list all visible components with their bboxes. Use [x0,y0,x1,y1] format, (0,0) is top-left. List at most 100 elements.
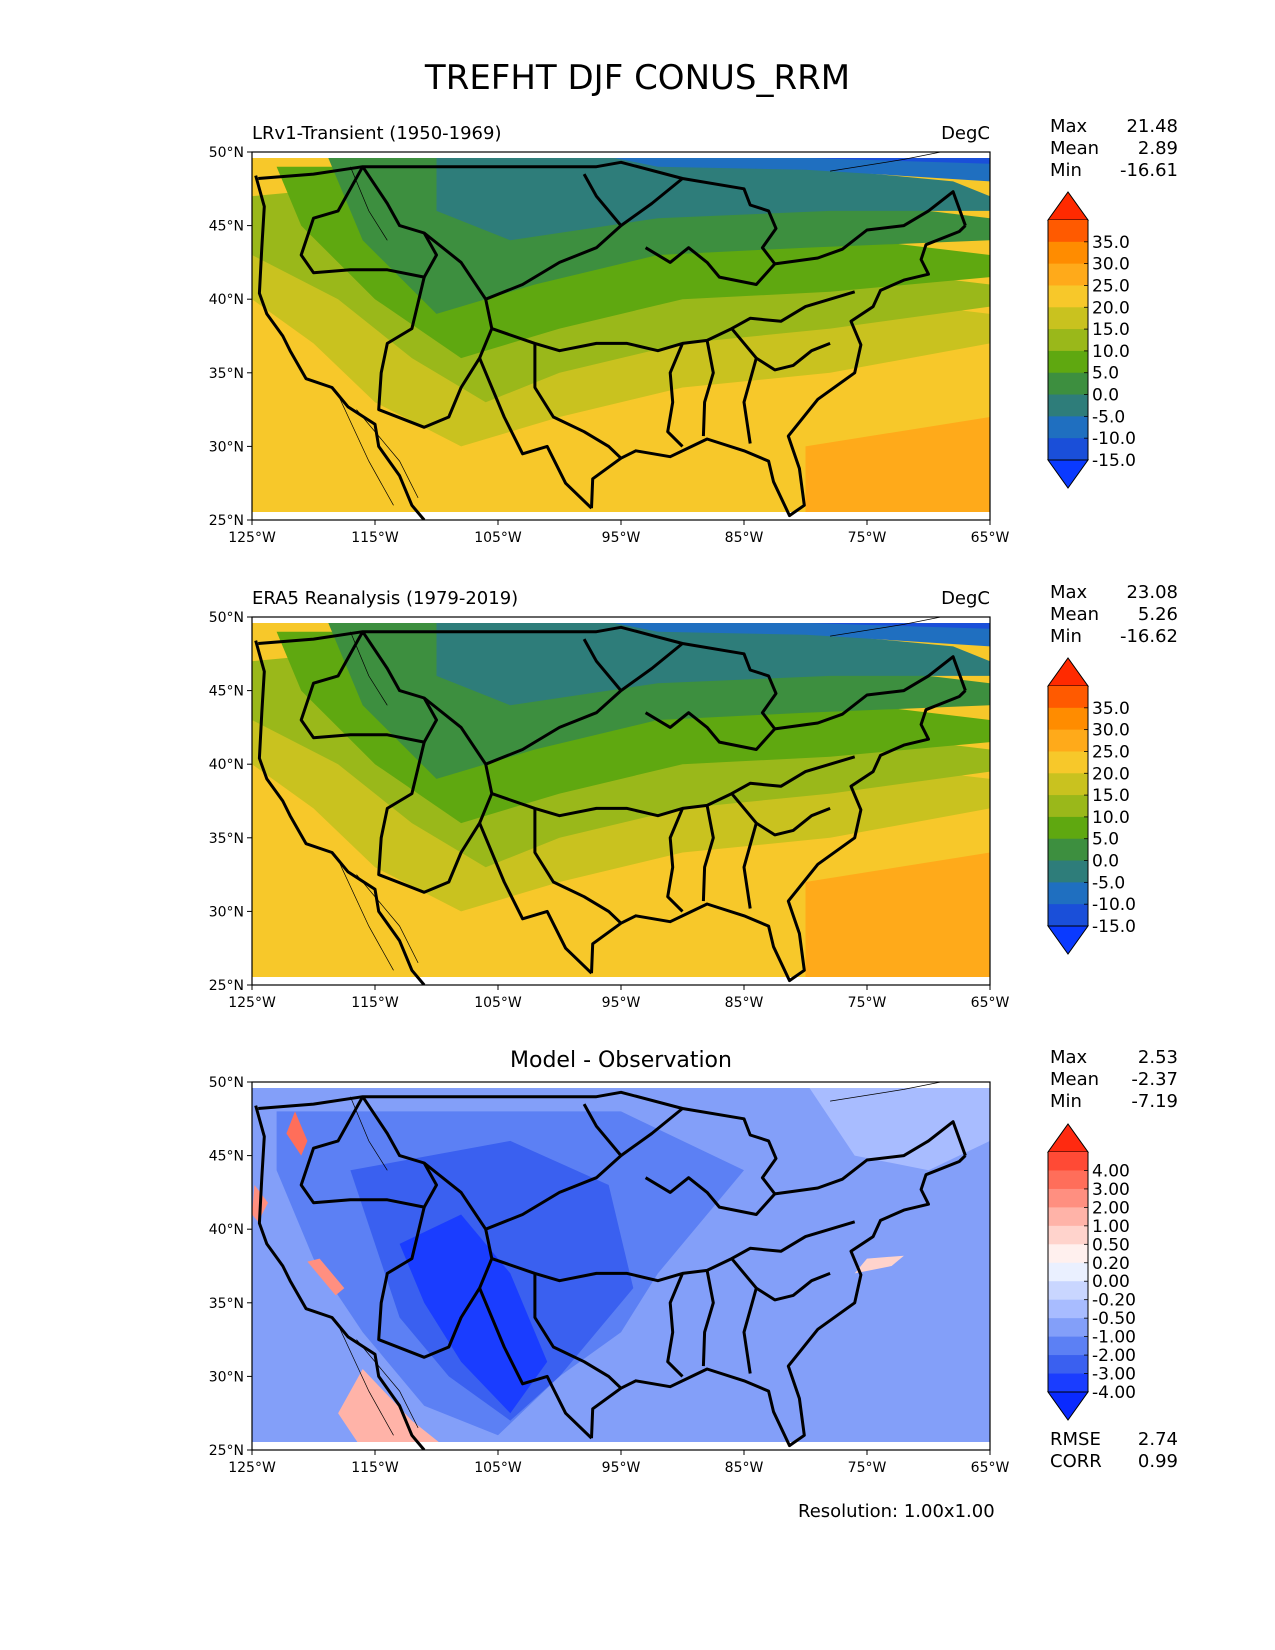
colorbar-label: 30.0 [1092,255,1130,275]
stat-label: Mean [1050,138,1100,159]
colorbar-extend-min [1047,459,1089,489]
map-gap [252,1082,990,1088]
contour-band [854,1255,904,1274]
coastline-thin [830,617,941,637]
x-tick-label: 65°W [971,995,1010,1011]
stat-value: -2.37 [1131,1069,1178,1090]
coastline-thin [356,409,419,499]
coastline-thin [350,166,388,241]
x-tick-label: 105°W [474,530,522,546]
region-boundary [644,1176,776,1216]
region-boundary [644,246,776,286]
colorbar-segment [1048,795,1088,818]
region-boundary [254,640,426,985]
region-boundary [478,1287,593,1440]
region-boundary [299,165,438,279]
colorbar-label: 10.0 [1092,808,1130,828]
panel-1-units: DegC [941,123,990,144]
y-tick-label: 50°N [209,145,244,161]
colorbar-label: 15.0 [1092,320,1130,340]
x-tick-label: 95°W [602,995,641,1011]
panel-3-map: 125°W 115°W 105°W 95°W 85°W 75°W 65°W 50°N 45°N 4… [209,1075,1010,1476]
region-boundary [478,822,593,975]
colorbar-label: 3.00 [1092,1180,1130,1200]
panel-2-stats: Max 23.08 Mean 5.26 Min -16.62 [1050,582,1178,648]
x-tick-label: 115°W [351,1460,399,1476]
colorbar-label: 25.0 [1092,742,1130,762]
region-boundary [533,808,623,925]
region-boundary [485,1107,684,1231]
colorbar-segment [1048,1318,1088,1338]
colorbar-segment [1048,1152,1088,1171]
colorbar-label: 5.0 [1092,364,1119,384]
colorbar-label: 35.0 [1092,699,1130,719]
colorbar-label: 15.0 [1092,786,1130,806]
stat-value: -16.62 [1119,626,1178,647]
colorbar-segment [1048,882,1088,905]
contour-band [338,1369,449,1450]
region-boundary [582,173,623,227]
y-tick-label: 30°N [209,904,244,920]
stat-label: RMSE [1050,1429,1101,1450]
colorbar-label: -15.0 [1092,451,1136,471]
y-tick-label: 50°N [209,610,244,626]
colorbar-extend-min [1047,925,1089,955]
y-tick-label: 25°N [209,978,244,994]
stat-label: Mean [1050,604,1100,625]
y-tick-label: 45°N [209,1149,244,1165]
x-tick-label: 85°W [725,530,764,546]
panel-2-title: ERA5 Reanalysis (1979-2019) [252,588,519,609]
map-gap [252,1442,990,1450]
map-gap [252,617,990,623]
colorbar-segment [1048,1373,1088,1393]
colorbar-segment [1048,1225,1088,1245]
x-tick-label: 85°W [725,1460,764,1476]
contour-band [399,1214,548,1414]
contour-band [436,617,990,706]
colorbar-label: -0.20 [1092,1291,1136,1311]
stat-label: Min [1050,1091,1082,1112]
stat-value: 0.99 [1137,1451,1178,1472]
stat-value: -7.19 [1131,1091,1178,1112]
x-tick-label: 125°W [228,1460,276,1476]
x-tick-label: 105°W [474,995,522,1011]
region-boundary [701,1270,715,1367]
colorbar-label: 0.00 [1092,1272,1130,1292]
panel-1-stats: Max 21.48 Mean 2.89 Min -16.61 [1050,116,1178,182]
x-tick-label: 75°W [848,1460,887,1476]
colorbar-segment [1048,285,1088,308]
y-tick-label: 40°N [209,292,244,308]
y-tick-label: 40°N [209,757,244,773]
colorbar-segment [1048,1207,1088,1227]
colorbar-segment [1048,329,1088,352]
region-boundary [299,630,438,744]
region-boundary [478,357,593,510]
stat-label: Mean [1050,1069,1100,1090]
colorbar-label: -1.00 [1092,1328,1136,1348]
y-tick-label: 35°N [209,366,244,382]
panel-1-title: LRv1-Transient (1950-1969) [252,123,502,144]
contour-band [307,1258,345,1296]
colorbar-segment [1048,751,1088,774]
x-tick-label: 125°W [228,530,276,546]
y-tick-label: 30°N [209,439,244,455]
colorbar-segment [1048,220,1088,243]
colorbar-label: 20.0 [1092,764,1130,784]
contour-band [286,1111,308,1156]
panel-3-skill-stats: RMSE 2.74 CORR 0.99 [1050,1429,1178,1473]
panel-2-colorbar: 35.030.025.020.015.010.05.00.0-5.0-10.0-… [1047,657,1136,955]
colorbar-segment [1048,729,1088,752]
coastline-thin [337,859,394,971]
contour-band [436,152,990,241]
colorbar-segment [1048,1244,1088,1264]
region-boundary [742,357,758,444]
stat-label: Max [1050,582,1088,603]
colorbar-label: -15.0 [1092,917,1136,937]
stat-value: -16.61 [1119,160,1178,181]
map-gap [252,152,990,158]
region-boundary [491,1220,856,1283]
region-boundary [666,342,684,448]
colorbar-segment [1048,686,1088,709]
x-tick-label: 125°W [228,995,276,1011]
coastline-thin [337,394,394,506]
